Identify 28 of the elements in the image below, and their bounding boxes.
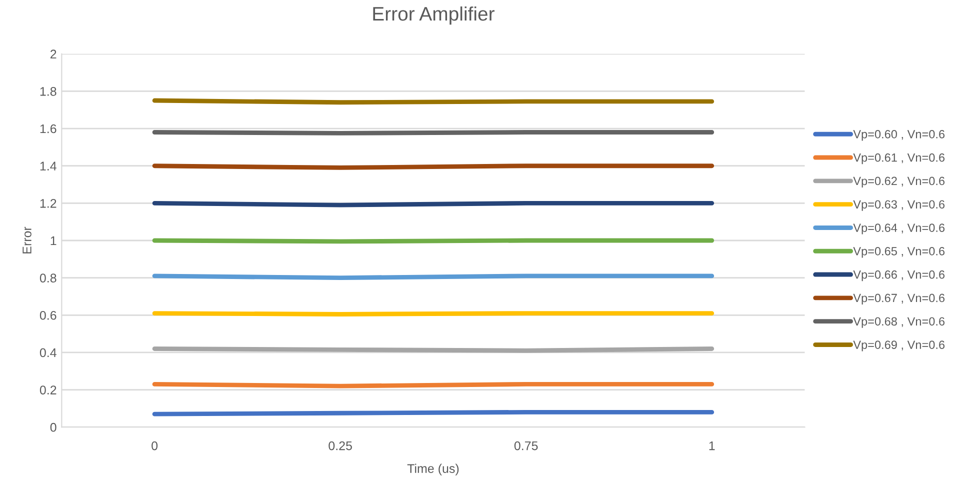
y-tick-label: 0.4 (40, 348, 56, 358)
legend-label: Vp=0.69 , Vn=0.6 (853, 340, 945, 352)
legend-label: Vp=0.60 , Vn=0.6 (853, 130, 945, 141)
legend-label: Vp=0.61 , Vn=0.6 (853, 153, 945, 164)
x-axis-title: Time (us) (407, 464, 459, 476)
y-tick-label: 2 (50, 50, 56, 58)
x-tick-label: 1 (709, 441, 715, 450)
x-tick-label: 0.75 (514, 441, 538, 450)
y-tick-label: 1.2 (40, 198, 56, 208)
legend-label: Vp=0.65 , Vn=0.6 (853, 247, 945, 258)
legend-label: Vp=0.62 , Vn=0.6 (853, 176, 945, 188)
chart-title: Error Amplifier (373, 6, 494, 25)
y-tick-label: 1.8 (40, 87, 56, 96)
y-tick-label: 0.6 (40, 310, 56, 320)
y-tick-label: 1.4 (40, 162, 56, 170)
x-tick-label: 0.25 (328, 441, 352, 450)
legend-label: Vp=0.67 , Vn=0.6 (853, 294, 945, 305)
y-tick-label: 0.8 (40, 274, 56, 282)
legend-label: Vp=0.66 , Vn=0.6 (853, 270, 945, 282)
y-tick-label: 0.2 (40, 386, 56, 394)
x-tick-label: 0 (152, 441, 158, 450)
legend-label: Vp=0.68 , Vn=0.6 (853, 317, 945, 328)
y-tick-label: 1 (50, 236, 56, 246)
y-tick-label: 1.6 (40, 124, 56, 134)
legend-label: Vp=0.63 , Vn=0.6 (853, 200, 945, 211)
legend-label: Vp=0.64 , Vn=0.6 (853, 224, 945, 234)
y-axis-title: Error (22, 226, 32, 254)
y-tick-label: 0 (50, 422, 56, 432)
